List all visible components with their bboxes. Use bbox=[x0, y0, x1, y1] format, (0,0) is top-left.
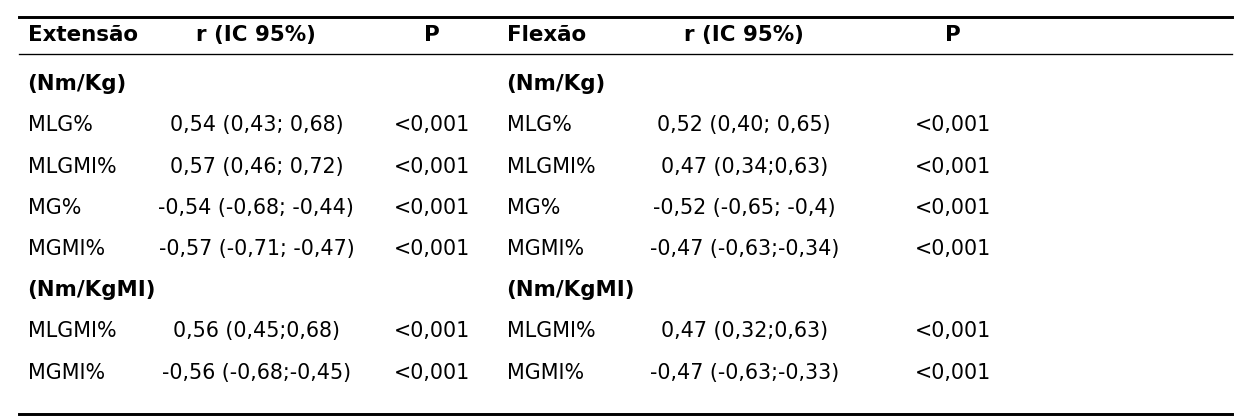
Text: (Nm/Kg): (Nm/Kg) bbox=[28, 74, 126, 94]
Text: <0,001: <0,001 bbox=[394, 197, 469, 218]
Text: -0,56 (-0,68;-0,45): -0,56 (-0,68;-0,45) bbox=[161, 362, 351, 382]
Text: Extensão: Extensão bbox=[28, 25, 138, 45]
Text: r (IC 95%): r (IC 95%) bbox=[684, 25, 804, 45]
Text: 0,56 (0,45;0,68): 0,56 (0,45;0,68) bbox=[173, 321, 340, 341]
Text: 0,47 (0,34;0,63): 0,47 (0,34;0,63) bbox=[660, 156, 828, 176]
Text: <0,001: <0,001 bbox=[394, 362, 469, 382]
Text: <0,001: <0,001 bbox=[915, 321, 990, 341]
Text: <0,001: <0,001 bbox=[915, 115, 990, 135]
Text: 0,52 (0,40; 0,65): 0,52 (0,40; 0,65) bbox=[658, 115, 830, 135]
Text: <0,001: <0,001 bbox=[394, 321, 469, 341]
Text: MG%: MG% bbox=[28, 197, 81, 218]
Text: (Nm/KgMI): (Nm/KgMI) bbox=[506, 280, 635, 300]
Text: MLGMI%: MLGMI% bbox=[506, 156, 595, 176]
Text: MLG%: MLG% bbox=[506, 115, 571, 135]
Text: -0,57 (-0,71; -0,47): -0,57 (-0,71; -0,47) bbox=[159, 239, 354, 259]
Text: MGMI%: MGMI% bbox=[28, 362, 105, 382]
Text: r (IC 95%): r (IC 95%) bbox=[196, 25, 316, 45]
Text: <0,001: <0,001 bbox=[915, 197, 990, 218]
Text: MLGMI%: MLGMI% bbox=[506, 321, 595, 341]
Text: 0,54 (0,43; 0,68): 0,54 (0,43; 0,68) bbox=[170, 115, 342, 135]
Text: (Nm/KgMI): (Nm/KgMI) bbox=[28, 280, 156, 300]
Text: 0,47 (0,32;0,63): 0,47 (0,32;0,63) bbox=[660, 321, 828, 341]
Text: <0,001: <0,001 bbox=[915, 156, 990, 176]
Text: -0,47 (-0,63;-0,33): -0,47 (-0,63;-0,33) bbox=[649, 362, 839, 382]
Text: Flexão: Flexão bbox=[506, 25, 585, 45]
Text: MLGMI%: MLGMI% bbox=[28, 156, 116, 176]
Text: -0,52 (-0,65; -0,4): -0,52 (-0,65; -0,4) bbox=[652, 197, 835, 218]
Text: MG%: MG% bbox=[506, 197, 560, 218]
Text: MLG%: MLG% bbox=[28, 115, 92, 135]
Text: 0,57 (0,46; 0,72): 0,57 (0,46; 0,72) bbox=[170, 156, 342, 176]
Text: MLGMI%: MLGMI% bbox=[28, 321, 116, 341]
Text: -0,54 (-0,68; -0,44): -0,54 (-0,68; -0,44) bbox=[159, 197, 354, 218]
Text: MGMI%: MGMI% bbox=[506, 239, 584, 259]
Text: -0,47 (-0,63;-0,34): -0,47 (-0,63;-0,34) bbox=[649, 239, 839, 259]
Text: (Nm/Kg): (Nm/Kg) bbox=[506, 74, 605, 94]
Text: MGMI%: MGMI% bbox=[506, 362, 584, 382]
Text: <0,001: <0,001 bbox=[394, 156, 469, 176]
Text: P: P bbox=[424, 25, 439, 45]
Text: <0,001: <0,001 bbox=[394, 239, 469, 259]
Text: <0,001: <0,001 bbox=[915, 362, 990, 382]
Text: MGMI%: MGMI% bbox=[28, 239, 105, 259]
Text: <0,001: <0,001 bbox=[915, 239, 990, 259]
Text: P: P bbox=[945, 25, 960, 45]
Text: <0,001: <0,001 bbox=[394, 115, 469, 135]
